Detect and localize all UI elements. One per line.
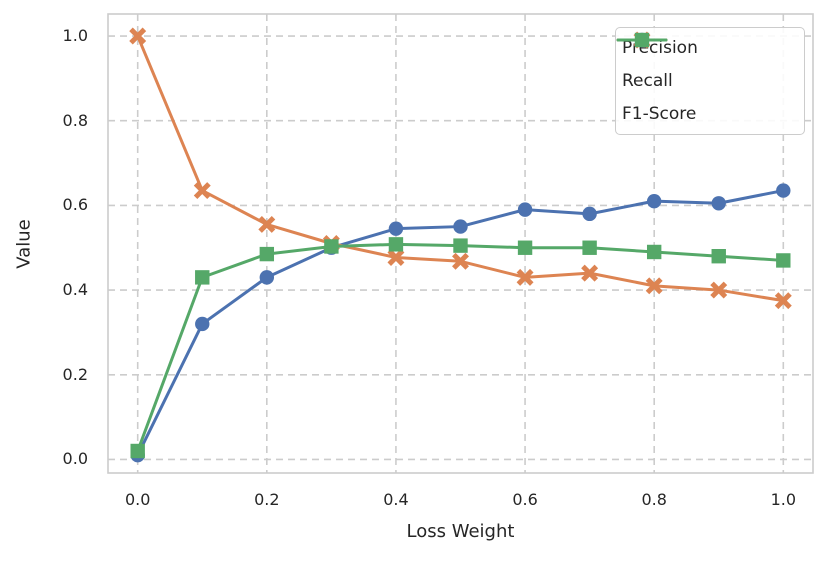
y-tick-label: 0.0 xyxy=(62,449,88,469)
data-point-circle xyxy=(195,316,210,332)
data-point-x xyxy=(258,215,276,233)
data-point-x xyxy=(387,249,405,266)
data-point-square xyxy=(324,239,339,254)
y-tick-label: 0.6 xyxy=(62,195,88,215)
data-point-square xyxy=(388,237,404,252)
data-point-x xyxy=(193,182,211,200)
series-recall xyxy=(129,27,792,310)
data-point-square xyxy=(130,443,145,459)
y-tick-label: 0.8 xyxy=(62,110,88,130)
x-tick-label: 1.0 xyxy=(770,490,797,509)
data-point-square xyxy=(582,240,597,255)
legend: Precision Recall F1-Score xyxy=(615,27,805,135)
plot-border xyxy=(107,13,814,474)
legend-label: Recall xyxy=(622,70,673,91)
series-precision xyxy=(130,183,791,463)
data-point-x xyxy=(452,252,469,270)
data-point-circle xyxy=(582,206,597,222)
data-point-circle xyxy=(517,202,533,217)
x-tick-label: 0.6 xyxy=(512,490,538,509)
legend-item-recall: Recall xyxy=(616,31,796,97)
y-tick-label: 1.0 xyxy=(62,26,88,46)
data-point-circle xyxy=(388,221,404,236)
data-point-circle xyxy=(711,196,726,211)
data-point-x xyxy=(516,268,534,286)
data-point-square xyxy=(195,270,210,285)
x-tick-label: 0.8 xyxy=(641,490,667,509)
x-tick-label: 0.4 xyxy=(383,490,409,509)
data-point-x xyxy=(774,292,792,310)
x-tick-label: 0.2 xyxy=(254,490,280,509)
data-point-square xyxy=(259,246,275,262)
data-point-square xyxy=(646,244,662,260)
data-point-x xyxy=(645,277,663,295)
data-point-x xyxy=(710,281,728,299)
y-axis-label: Value xyxy=(13,219,35,269)
series-line xyxy=(136,242,785,453)
data-point-square xyxy=(776,253,791,268)
data-point-square xyxy=(711,249,726,264)
data-point-square xyxy=(453,238,468,253)
series-f1-score xyxy=(130,237,791,459)
legend-item-f1-score: F1-Score xyxy=(616,32,796,130)
data-point-x xyxy=(129,27,147,45)
data-point-x xyxy=(581,264,599,282)
data-point-circle xyxy=(453,219,468,234)
y-tick-label: 0.4 xyxy=(62,280,88,300)
legend-sample-square-icon xyxy=(616,32,668,48)
x-axis-label: Loss Weight xyxy=(406,521,515,542)
legend-label: F1-Score xyxy=(622,103,697,124)
data-point-circle xyxy=(776,183,791,198)
y-tick-label: 0.2 xyxy=(62,364,88,384)
data-point-circle xyxy=(646,193,662,209)
x-tick-label: 0.0 xyxy=(124,490,151,509)
data-point-square xyxy=(517,240,533,255)
data-point-square xyxy=(634,32,650,48)
data-point-circle xyxy=(259,270,275,285)
